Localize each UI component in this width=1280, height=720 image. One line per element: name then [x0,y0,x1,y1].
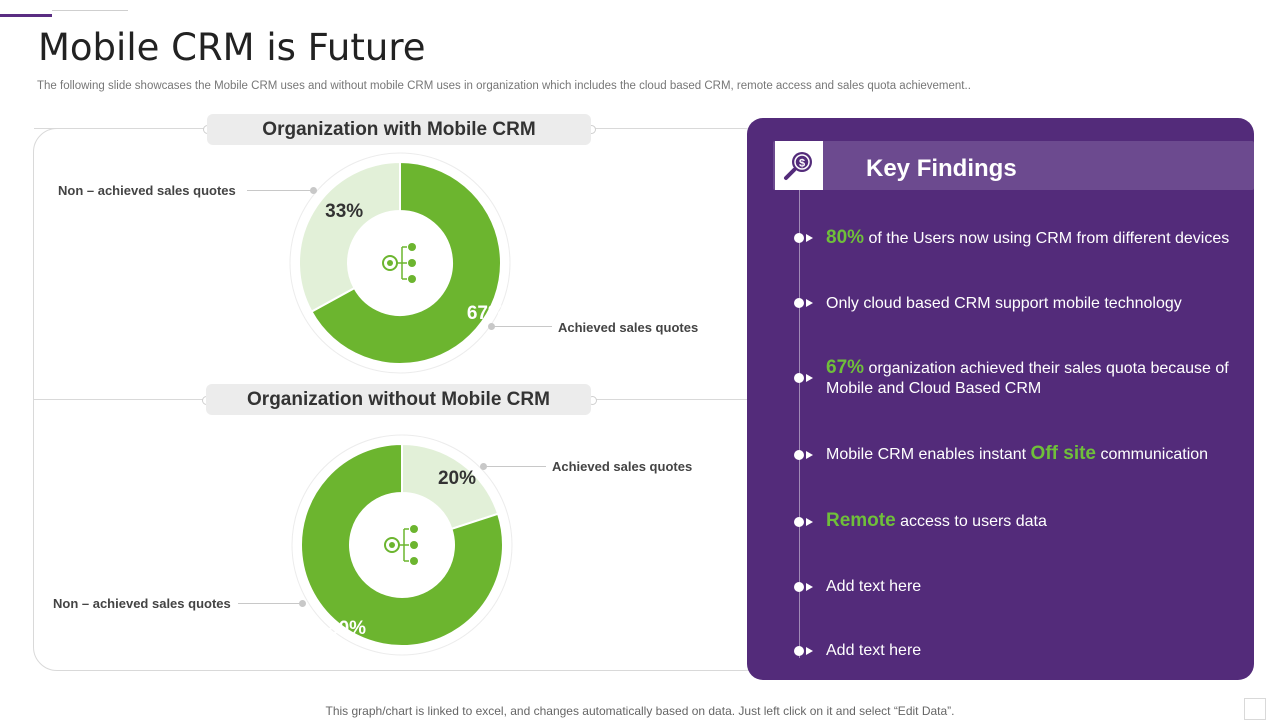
finding-2-text: Only cloud based CRM support mobile tech… [826,295,1182,312]
finding-item-1: 80% of the Users now using CRM from diff… [826,228,1236,249]
chart2-slice-non-achieved [300,442,504,647]
finding-item-5: Remote access to users data [826,511,1236,532]
chart1-value-label-achieved: 67% [467,303,505,324]
chart1-leader-dot-achieved [488,323,495,330]
chart1-slice-non-achieved [298,160,401,314]
bullet-icon [794,517,813,527]
key-findings-header [773,141,1254,190]
finding-6-text: Add text here [826,578,922,595]
bullet-icon [794,646,813,656]
chart2-label-non-achieved: Non – achieved sales quotes [53,596,231,611]
finding-4-text: communication [1096,446,1209,463]
finding-1-highlight: 80% [826,227,865,248]
chart2-donut: 20% 80% [291,434,513,656]
finding-5-text: access to users data [895,513,1047,530]
chart2-network-icon [384,525,418,565]
finding-3-highlight: 67% [826,357,865,378]
chart1-slice-achieved [310,160,502,365]
corner-box [1244,698,1266,720]
bullet-icon [794,450,813,460]
top-accent-line [52,10,128,11]
chart1-leader-achieved [493,326,552,327]
chart2-value-label-non-achieved: 80% [328,618,366,639]
key-findings-panel [747,118,1254,680]
svg-text:$: $ [799,157,805,169]
dollar-search-icon: $ [775,141,823,190]
chart2-title: Organization without Mobile CRM [206,384,591,415]
chart2-value-label-achieved: 20% [438,468,476,489]
chart2-slice-achieved [401,442,500,531]
key-findings-title: Key Findings [866,155,1017,182]
chart1-leader-dot-non-achieved [310,187,317,194]
chart1-value-label-non-achieved: 33% [325,201,363,222]
chart1-title: Organization with Mobile CRM [207,114,591,145]
page-subtitle: The following slide showcases the Mobile… [37,80,971,92]
finding-item-6: Add text here [826,577,1236,597]
page-title: Mobile CRM is Future [38,26,426,69]
finding-5-highlight: Remote [826,510,896,531]
bullet-icon [794,582,813,592]
chart1-network-icon [382,243,416,283]
chart2-label-achieved: Achieved sales quotes [552,459,693,474]
finding-item-2: Only cloud based CRM support mobile tech… [826,294,1236,314]
chart2-leader-achieved [486,466,546,467]
chart2-leader-dot-achieved [480,463,487,470]
finding-item-3: 67% organization achieved their sales qu… [826,358,1236,399]
finding-7-text: Add text here [826,642,922,659]
chart1-donut: 67% 33% [289,152,511,374]
chart1-label-non-achieved: Non – achieved sales quotes [58,183,236,198]
chart1-label-achieved: Achieved sales quotes [558,320,699,335]
header1-line-left [34,128,204,129]
chart1-leader-non-achieved [247,190,313,191]
top-accent-bar [0,14,52,17]
finding-item-4: Mobile CRM enables instant Off site comm… [826,444,1236,465]
finding-4-highlight: Off site [1030,443,1096,464]
finding-1-text: of the Users now using CRM from differen… [864,230,1230,247]
footer-note: This graph/chart is linked to excel, and… [325,704,955,718]
bullet-icon [794,298,813,308]
chart2-leader-dot-non-achieved [299,600,306,607]
finding-item-7: Add text here [826,641,1236,661]
header1-line-right [594,128,744,129]
finding-3-text: organization achieved their sales quota … [826,360,1229,397]
finding-4-pre: Mobile CRM enables instant [826,446,1031,463]
chart2-leader-non-achieved [238,603,302,604]
findings-timeline-line [799,190,800,658]
bullet-icon [794,233,813,243]
bullet-icon [794,373,813,383]
